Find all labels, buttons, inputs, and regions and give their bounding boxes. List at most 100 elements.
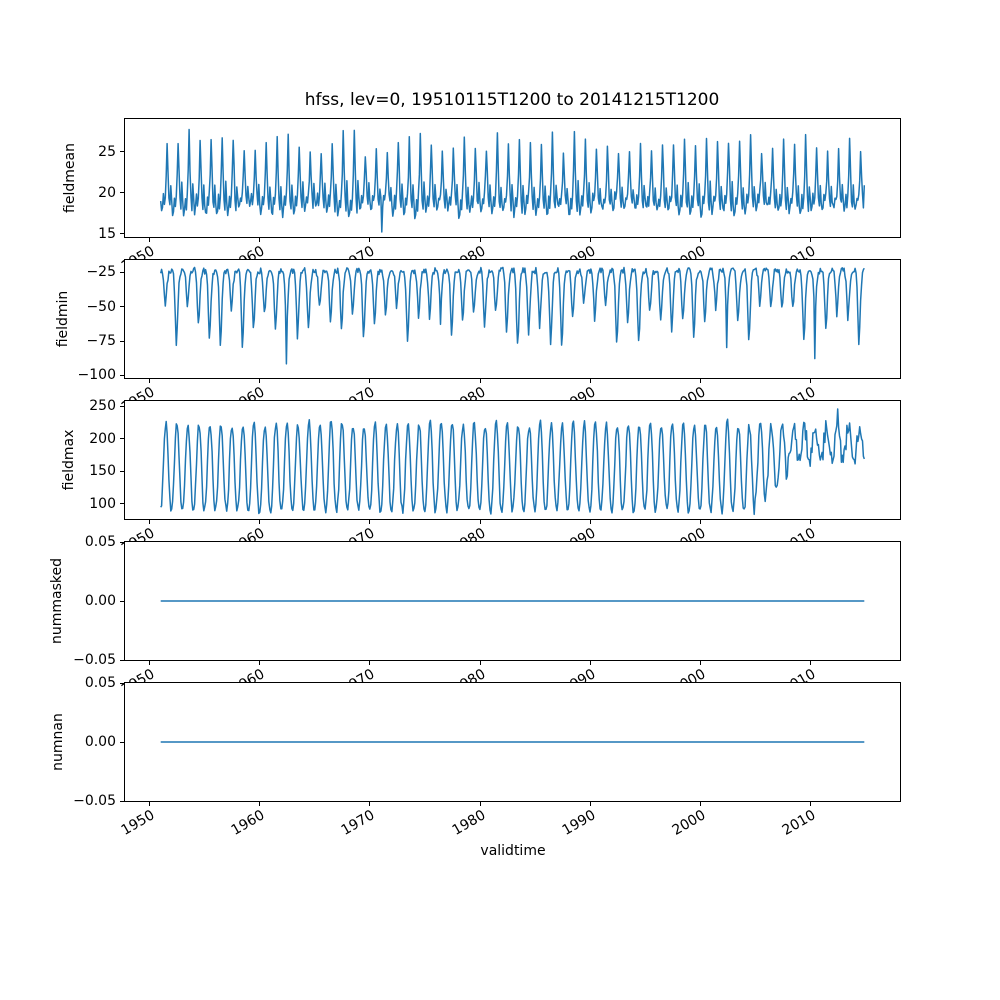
- x-tick-mark: [149, 238, 151, 242]
- y-tick-label: −50: [86, 298, 116, 315]
- y-tick-label: −0.05: [73, 652, 116, 668]
- y-axis-label: fieldmean: [62, 143, 78, 213]
- x-tick-label: 1960: [228, 384, 268, 416]
- y-tick-label: −75: [86, 333, 116, 349]
- y-tick-label: 100: [89, 495, 116, 512]
- x-tick-mark: [369, 238, 371, 242]
- y-tick-mark: [120, 340, 124, 342]
- plot-area: [159, 266, 865, 365]
- y-tick-label: 15: [98, 225, 116, 242]
- axes-box: [124, 259, 901, 379]
- x-tick-mark: [369, 520, 371, 524]
- x-tick-label: 2010: [779, 666, 819, 698]
- x-tick-label: 2000: [669, 666, 709, 698]
- axes-box: [124, 118, 901, 238]
- y-tick-label: −0.05: [73, 793, 116, 809]
- y-tick-label: 0.05: [84, 534, 116, 550]
- plot-area: [160, 741, 865, 743]
- y-tick-mark: [120, 741, 124, 743]
- x-tick-mark: [699, 379, 701, 383]
- axes-box: [124, 682, 901, 802]
- x-tick-mark: [589, 379, 591, 383]
- x-tick-label: 2010: [779, 525, 819, 557]
- y-tick-mark: [120, 438, 124, 440]
- x-tick-label: 2010: [779, 807, 819, 839]
- y-tick-mark: [120, 374, 124, 376]
- x-tick-label: 1990: [559, 243, 599, 275]
- x-tick-mark: [589, 802, 591, 806]
- x-tick-label: 1960: [228, 666, 268, 698]
- x-tick-mark: [589, 661, 591, 665]
- y-tick-mark: [120, 682, 124, 684]
- x-tick-mark: [259, 238, 261, 242]
- x-axis-label: validtime: [480, 843, 546, 859]
- x-tick-mark: [149, 520, 151, 524]
- x-tick-mark: [479, 802, 481, 806]
- x-tick-label: 2010: [779, 243, 819, 275]
- plot-area: [159, 128, 866, 233]
- x-tick-mark: [699, 520, 701, 524]
- axes-box: [124, 400, 901, 520]
- y-tick-label: −25: [86, 264, 116, 281]
- x-tick-mark: [699, 661, 701, 665]
- y-tick-label: 0.05: [84, 675, 116, 691]
- x-tick-mark: [259, 802, 261, 806]
- y-tick-label: 200: [89, 430, 116, 447]
- y-tick-mark: [120, 600, 124, 602]
- x-tick-mark: [479, 520, 481, 524]
- plot-area: [160, 600, 865, 602]
- x-tick-mark: [809, 520, 811, 524]
- x-tick-mark: [809, 379, 811, 383]
- x-tick-mark: [589, 238, 591, 242]
- x-tick-mark: [809, 661, 811, 665]
- y-tick-mark: [120, 405, 124, 407]
- x-tick-mark: [149, 379, 151, 383]
- x-tick-label: 1980: [449, 525, 488, 557]
- x-tick-label: 1950: [118, 525, 158, 557]
- y-tick-mark: [120, 800, 124, 802]
- x-tick-mark: [259, 520, 261, 524]
- x-tick-label: 1970: [339, 666, 378, 698]
- x-tick-mark: [369, 379, 371, 383]
- x-tick-label: 1970: [339, 384, 378, 416]
- x-tick-label: 1980: [449, 807, 488, 839]
- y-tick-mark: [120, 306, 124, 308]
- x-tick-mark: [809, 802, 811, 806]
- x-tick-label: 1950: [118, 666, 158, 698]
- series-line: [159, 128, 866, 233]
- y-tick-label: 0.00: [84, 593, 116, 609]
- x-tick-label: 2000: [669, 243, 709, 275]
- y-tick-mark: [120, 233, 124, 235]
- x-tick-mark: [259, 661, 261, 665]
- y-tick-label: 250: [89, 398, 116, 415]
- x-tick-label: 1970: [339, 525, 378, 557]
- x-tick-label: 1960: [228, 807, 268, 839]
- x-tick-mark: [699, 238, 701, 242]
- y-axis-label: nummasked: [49, 557, 65, 645]
- x-tick-label: 1950: [118, 807, 158, 839]
- x-tick-label: 1990: [559, 384, 599, 416]
- series-line: [159, 266, 865, 365]
- plot-area: [160, 408, 866, 516]
- x-tick-mark: [369, 661, 371, 665]
- x-tick-label: 1950: [118, 243, 158, 275]
- x-tick-mark: [699, 802, 701, 806]
- x-tick-mark: [259, 379, 261, 383]
- y-tick-mark: [120, 541, 124, 543]
- x-tick-label: 2000: [669, 807, 709, 839]
- y-tick-label: 0.00: [84, 734, 116, 750]
- x-tick-mark: [479, 379, 481, 383]
- x-tick-mark: [369, 802, 371, 806]
- x-tick-label: 1950: [118, 384, 158, 416]
- y-axis-label: fieldmin: [55, 290, 71, 348]
- x-tick-mark: [149, 802, 151, 806]
- axes-box: [124, 541, 901, 661]
- y-tick-mark: [120, 192, 124, 194]
- y-tick-label: 25: [98, 143, 116, 160]
- x-tick-label: 1970: [339, 807, 378, 839]
- y-axis-label: fieldmax: [61, 429, 77, 491]
- y-tick-label: 150: [89, 463, 116, 480]
- x-tick-label: 1980: [449, 384, 488, 416]
- x-tick-mark: [149, 661, 151, 665]
